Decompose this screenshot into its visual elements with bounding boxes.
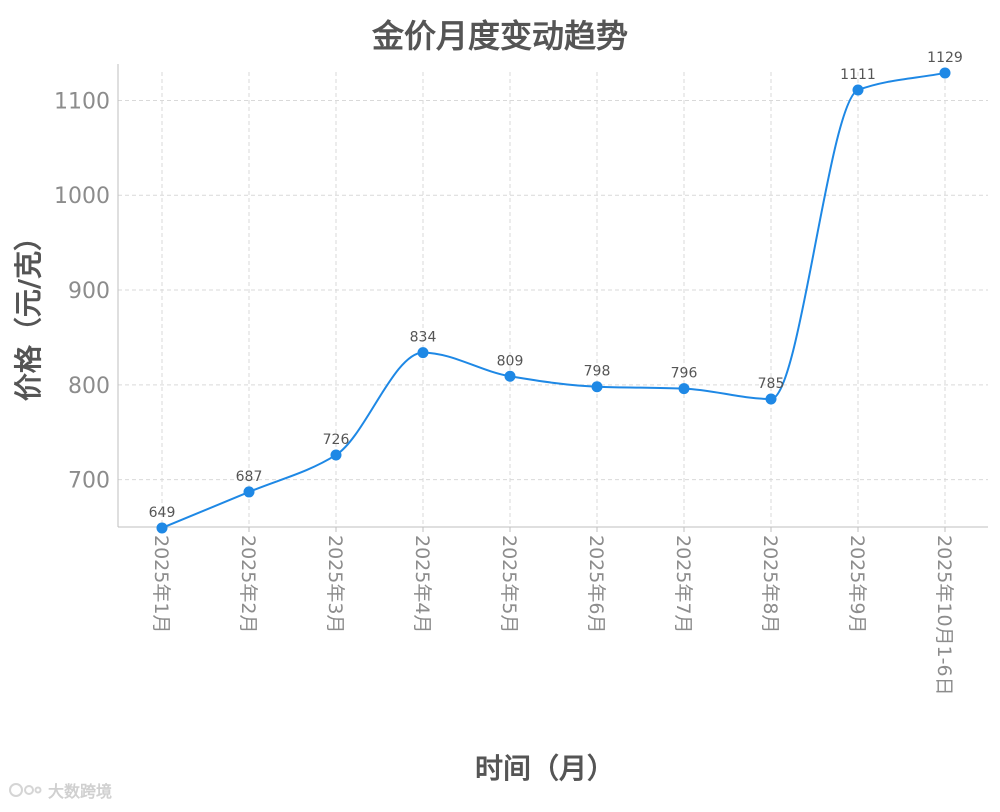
data-point <box>765 393 777 405</box>
x-axis-title: 时间（月） <box>475 752 615 785</box>
data-point <box>417 347 429 359</box>
data-point <box>591 381 603 393</box>
data-label: 798 <box>584 364 611 380</box>
data-label: 809 <box>497 353 524 369</box>
chart-title: 金价月度变动趋势 <box>371 17 628 55</box>
data-point <box>939 67 951 79</box>
data-label: 1111 <box>840 67 876 83</box>
data-label: 726 <box>323 432 350 448</box>
y-tick-label: 1000 <box>54 184 110 209</box>
series-line-group <box>156 67 951 534</box>
x-tick-label: 2025年3月 <box>324 535 346 633</box>
watermark: 大数跨境 <box>8 778 112 802</box>
watermark-logo-icon <box>9 783 42 797</box>
data-label: 687 <box>236 469 263 485</box>
series-line <box>161 71 946 529</box>
x-tick-label: 2025年10月1-6日 <box>933 535 955 696</box>
x-tick-label: 2025年5月 <box>498 535 520 633</box>
y-tick-label: 700 <box>68 469 110 494</box>
data-label: 834 <box>410 330 437 346</box>
data-label: 649 <box>149 505 176 521</box>
y-tick-labels: 700 800 900 1000 1100 <box>54 89 110 493</box>
data-label: 796 <box>671 366 698 382</box>
data-point <box>504 370 516 382</box>
x-tick-label: 2025年6月 <box>585 535 607 633</box>
data-point <box>852 84 864 96</box>
x-tick-label: 2025年7月 <box>672 535 694 633</box>
data-point <box>156 522 168 534</box>
data-point <box>330 449 342 461</box>
data-labels: 649 687 726 834 809 798 796 785 1111 1129 <box>149 50 963 521</box>
data-label: 1129 <box>927 50 963 66</box>
x-tick-label: 2025年2月 <box>237 535 259 633</box>
x-tick-label: 2025年8月 <box>759 535 781 633</box>
grid <box>118 72 988 527</box>
data-label: 785 <box>758 376 785 392</box>
y-tick-label: 900 <box>68 279 110 304</box>
x-tick-label: 2025年1月 <box>150 535 172 633</box>
y-tick-label: 800 <box>68 374 110 399</box>
x-tick-label: 2025年4月 <box>411 535 433 633</box>
axes <box>117 64 988 532</box>
data-point <box>678 383 690 395</box>
x-tick-labels: 2025年1月 2025年2月 2025年3月 2025年4月 2025年5月 2025年… <box>150 535 955 696</box>
x-tick-label: 2025年9月 <box>846 535 868 633</box>
watermark-text: 大数跨境 <box>48 782 113 801</box>
y-tick-label: 1100 <box>54 89 110 114</box>
y-axis-title: 价格（元/克） <box>12 223 45 401</box>
data-point <box>243 486 255 498</box>
